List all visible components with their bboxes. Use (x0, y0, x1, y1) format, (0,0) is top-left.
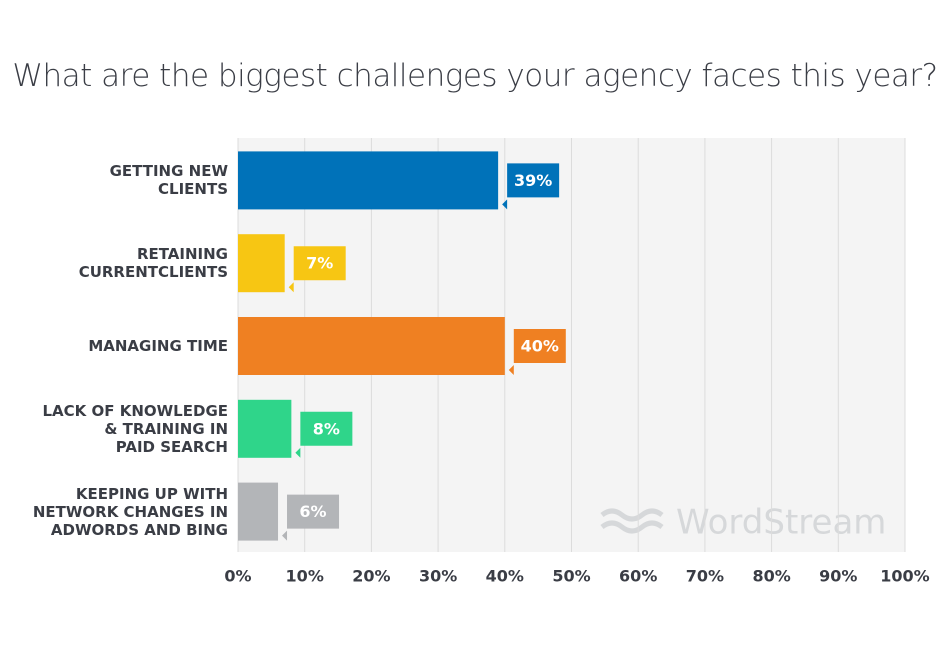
bar (238, 234, 285, 293)
y-tick-label: RETAINING CURRENTCLIENTS (78, 245, 228, 282)
bar (238, 482, 279, 541)
x-tick-label: 70% (686, 567, 724, 586)
value-label: 8% (313, 419, 340, 438)
bar (238, 317, 505, 375)
x-tick-label: 30% (419, 567, 457, 586)
x-tick-label: 90% (819, 567, 857, 586)
y-tick-label: KEEPING UP WITH NETWORK CHANGES IN ADWOR… (32, 484, 228, 539)
value-label-box (508, 329, 566, 375)
bar (238, 399, 292, 458)
value-label: 6% (299, 502, 326, 521)
y-tick-label: LACK OF KNOWLEDGE & TRAINING IN PAID SEA… (42, 401, 228, 456)
value-label-box (282, 494, 340, 541)
value-label-box (502, 163, 560, 210)
x-tick-label: 0% (224, 567, 251, 586)
watermark-logo (600, 508, 664, 534)
x-tick-label: 20% (352, 567, 390, 586)
x-tick-label: 100% (880, 567, 929, 586)
x-tick-label: 10% (286, 567, 324, 586)
x-tick-label: 50% (552, 567, 590, 586)
value-label: 7% (306, 254, 333, 273)
value-label-box (288, 246, 346, 293)
x-tick-label: 40% (486, 567, 524, 586)
value-label: 39% (514, 171, 552, 190)
value-label: 40% (521, 337, 559, 356)
bar (238, 151, 499, 210)
watermark: WordStream (676, 503, 886, 543)
chart-title: What are the biggest challenges your age… (12, 58, 938, 94)
x-tick-label: 80% (752, 567, 790, 586)
value-label-box (295, 411, 353, 458)
x-tick-label: 60% (619, 567, 657, 586)
y-tick-label: MANAGING TIME (88, 337, 228, 355)
y-tick-label: GETTING NEW CLIENTS (109, 162, 228, 199)
